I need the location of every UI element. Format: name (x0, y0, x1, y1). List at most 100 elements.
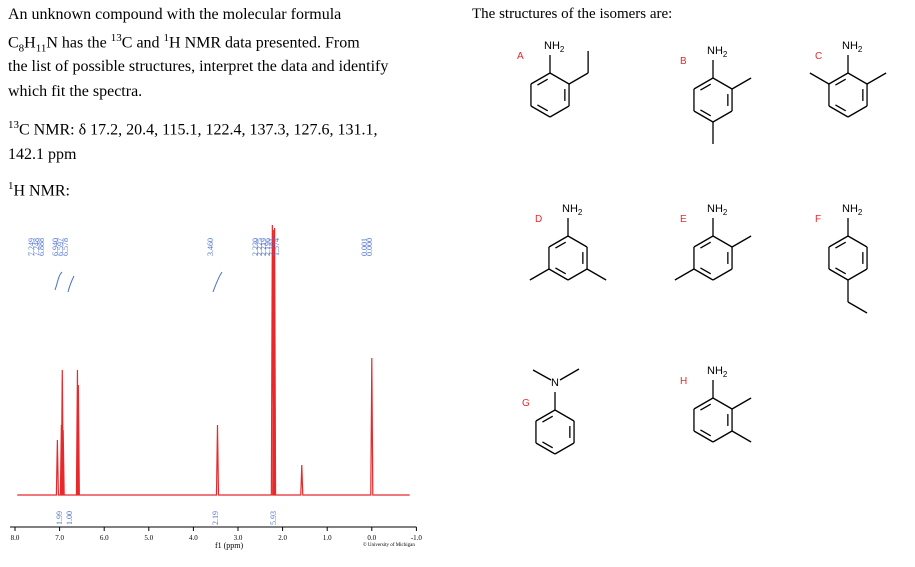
peak-label: 6.597 (56, 238, 65, 256)
structures-title: The structures of the isomers are: (472, 6, 673, 22)
structure-letter: B (680, 56, 687, 67)
bond (530, 105, 551, 118)
bond (567, 235, 588, 248)
formula: 8 (18, 42, 25, 55)
isotope: 1 (8, 180, 14, 192)
bond (700, 403, 712, 411)
bond (554, 442, 575, 455)
atom-label: N (551, 377, 559, 389)
atom-label: N (551, 377, 559, 389)
tick-label: 5.0 (144, 534, 153, 542)
atom-label: NH2 (562, 203, 583, 217)
atom-label: NH2 (842, 40, 863, 54)
bond (548, 235, 569, 248)
atom-label: NH2 (707, 203, 728, 217)
atom-label: NH2 (707, 365, 728, 379)
tick-label: 7.0 (55, 534, 64, 542)
structure-letter: D (535, 214, 542, 225)
bond (542, 441, 554, 449)
bond (693, 235, 714, 248)
bond (712, 110, 733, 123)
isotope: 13 (110, 32, 122, 44)
bond (828, 105, 849, 118)
atom-label: NH2 (842, 203, 863, 217)
bond (555, 241, 567, 249)
atom-label: NH (842, 40, 858, 52)
atom-label: NH (707, 45, 723, 57)
bond (535, 442, 556, 455)
bond (693, 77, 714, 90)
bond (568, 72, 589, 85)
bond (530, 72, 551, 85)
question-line: the list of possible structures, interpr… (8, 58, 388, 76)
text: 142.1 ppm (8, 146, 77, 163)
peak-label: 6.940 (51, 238, 60, 256)
bond (674, 268, 695, 281)
bond (535, 409, 556, 422)
bond (567, 268, 588, 281)
integral-label: 2.19 (211, 511, 220, 525)
atom-label: 2 (858, 45, 863, 54)
peak-label: 2.225 (255, 238, 264, 256)
bond (554, 409, 575, 422)
bond (712, 397, 733, 410)
text: H NMR data presented. From (169, 34, 360, 52)
bond (693, 397, 714, 410)
bond (731, 77, 752, 90)
bond (828, 268, 849, 281)
structure-letter: A (517, 51, 524, 62)
bond (828, 72, 849, 85)
bond (712, 430, 733, 443)
atom-label: 2 (560, 45, 565, 54)
bond (700, 267, 712, 275)
bond (731, 235, 752, 248)
bond (537, 78, 549, 86)
bond (847, 235, 868, 248)
peak-label: 3.460 (206, 238, 215, 256)
bond (700, 429, 712, 437)
bond (731, 397, 752, 410)
tick-label: -1.0 (411, 534, 423, 542)
peak-label: 2.219 (259, 238, 268, 256)
bond (542, 415, 554, 423)
text: C NMR: δ 17.2, 20.4, 115.1, 122.4, 137.3… (19, 121, 378, 139)
atom-label: NH (707, 365, 723, 377)
atom-label: NH2 (544, 40, 565, 54)
bond (548, 268, 569, 281)
peak-label: 0.000 (365, 238, 374, 256)
h1-line: 1H NMR: (8, 180, 70, 200)
bond (559, 368, 580, 381)
bond (835, 78, 847, 86)
structure-letter: E (680, 214, 687, 225)
atom-label: NH (707, 203, 723, 215)
bond (828, 235, 849, 248)
structure-letter: F (815, 214, 821, 225)
peak-label: 2.230 (251, 238, 260, 256)
question-line: which fit the spectra. (8, 83, 142, 101)
bond (555, 267, 567, 275)
atom-label: NH (842, 203, 858, 215)
tick-label: 8.0 (11, 534, 20, 542)
bond (809, 72, 830, 85)
formula: H (24, 34, 36, 52)
bond (866, 72, 887, 85)
peak-label: 2.181 (267, 238, 276, 256)
atom-label: 2 (858, 208, 863, 217)
c13-line: 13C NMR: δ 17.2, 20.4, 115.1, 122.4, 137… (8, 119, 378, 139)
bond (700, 241, 712, 249)
tick-label: 0.0 (367, 534, 376, 542)
bond (700, 109, 712, 117)
formula: N (46, 34, 58, 52)
peak-label: 1.574 (272, 238, 281, 256)
tick-label: 3.0 (234, 534, 243, 542)
bond (835, 267, 847, 275)
bond (693, 430, 714, 443)
peak-label: 6.578 (61, 238, 70, 256)
atom-label: 2 (723, 370, 728, 379)
text: An unknown compound with the molecular f… (8, 6, 342, 23)
bond (532, 369, 552, 381)
integral-label: 1.00 (65, 511, 74, 525)
bond (549, 105, 570, 118)
text: C and (121, 34, 164, 52)
atom-label: 2 (578, 208, 583, 217)
